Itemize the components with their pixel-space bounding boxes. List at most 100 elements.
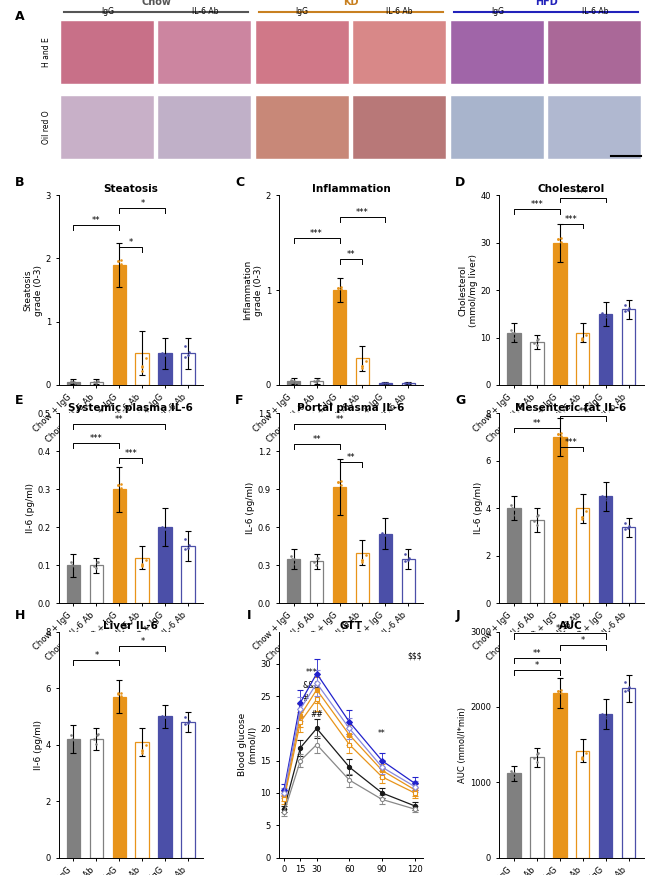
Point bbox=[623, 680, 634, 694]
Bar bbox=[530, 342, 543, 385]
Text: ***: *** bbox=[306, 668, 317, 676]
Point bbox=[116, 689, 126, 703]
Point bbox=[602, 711, 612, 725]
Point bbox=[68, 558, 79, 572]
Point bbox=[333, 281, 343, 295]
Point bbox=[162, 350, 172, 364]
Point bbox=[333, 474, 343, 488]
Text: *: * bbox=[140, 200, 144, 208]
Bar bbox=[599, 496, 612, 603]
Point bbox=[116, 477, 126, 491]
Point bbox=[157, 520, 167, 534]
Bar bbox=[451, 21, 543, 84]
Point bbox=[311, 375, 322, 389]
Bar bbox=[354, 21, 446, 84]
Text: ***: *** bbox=[90, 434, 103, 443]
Point bbox=[529, 751, 539, 765]
Point bbox=[597, 311, 608, 325]
Point bbox=[380, 376, 391, 390]
Point bbox=[556, 426, 566, 440]
Point bbox=[623, 522, 633, 536]
Point bbox=[157, 709, 167, 723]
Text: F: F bbox=[235, 395, 244, 408]
Point bbox=[70, 739, 81, 753]
Point bbox=[378, 532, 388, 546]
Text: ***: *** bbox=[576, 189, 589, 198]
Point bbox=[333, 281, 343, 295]
Text: H: H bbox=[15, 609, 25, 622]
Point bbox=[532, 508, 542, 522]
Point bbox=[600, 308, 610, 322]
Point bbox=[361, 549, 371, 563]
Y-axis label: Steatosis
grade (0-3): Steatosis grade (0-3) bbox=[23, 264, 43, 316]
Point bbox=[553, 427, 564, 441]
Point bbox=[357, 359, 367, 373]
Point bbox=[577, 752, 587, 766]
Point bbox=[137, 360, 148, 374]
Point bbox=[160, 522, 170, 536]
Point bbox=[287, 552, 297, 566]
Text: *: * bbox=[580, 636, 585, 645]
Point bbox=[112, 254, 123, 268]
Bar bbox=[530, 520, 543, 603]
Point bbox=[620, 516, 630, 530]
Text: &&&: &&& bbox=[302, 681, 320, 690]
Point bbox=[91, 737, 101, 751]
Point bbox=[602, 493, 612, 507]
Bar bbox=[402, 559, 415, 603]
Text: *: * bbox=[140, 637, 144, 646]
Point bbox=[70, 564, 81, 578]
Bar bbox=[66, 738, 81, 858]
Bar bbox=[549, 96, 641, 159]
Bar bbox=[112, 489, 126, 603]
Point bbox=[577, 333, 587, 347]
Point bbox=[597, 489, 608, 503]
Text: *: * bbox=[534, 661, 539, 669]
Text: B: B bbox=[15, 176, 25, 189]
Text: I: I bbox=[247, 609, 252, 622]
Bar bbox=[112, 696, 126, 858]
Point bbox=[93, 555, 103, 569]
Point bbox=[311, 557, 322, 571]
Point bbox=[93, 374, 103, 388]
Point bbox=[378, 376, 388, 390]
Point bbox=[286, 374, 296, 388]
Point bbox=[93, 726, 103, 740]
Point bbox=[581, 746, 592, 760]
Text: ***: *** bbox=[356, 208, 369, 217]
Bar bbox=[354, 96, 446, 159]
Point bbox=[140, 553, 151, 567]
Point bbox=[183, 348, 193, 362]
Text: **: ** bbox=[578, 407, 587, 416]
Point bbox=[553, 232, 564, 246]
Bar bbox=[159, 717, 172, 858]
Point bbox=[510, 331, 521, 345]
Text: **: ** bbox=[378, 729, 386, 738]
Text: IgG: IgG bbox=[491, 7, 504, 17]
Point bbox=[623, 301, 634, 315]
Bar bbox=[181, 546, 195, 603]
Point bbox=[91, 376, 101, 390]
Point bbox=[112, 479, 123, 493]
Text: *: * bbox=[94, 651, 99, 660]
Point bbox=[400, 375, 411, 389]
Point bbox=[577, 332, 587, 346]
Text: ***: *** bbox=[565, 438, 577, 446]
Point bbox=[136, 360, 147, 374]
Point bbox=[66, 374, 77, 388]
Bar bbox=[599, 314, 612, 385]
Bar bbox=[159, 528, 172, 603]
Title: Mesenteric fat IL-6: Mesenteric fat IL-6 bbox=[515, 402, 627, 413]
Point bbox=[380, 528, 391, 542]
Point bbox=[507, 766, 517, 780]
Bar bbox=[507, 332, 521, 385]
Text: **: ** bbox=[335, 415, 344, 424]
Point bbox=[183, 345, 194, 359]
Point bbox=[286, 550, 296, 564]
Text: G: G bbox=[455, 395, 465, 408]
Point bbox=[183, 541, 193, 555]
Bar bbox=[135, 354, 150, 385]
Bar bbox=[576, 508, 590, 603]
Bar bbox=[621, 528, 636, 603]
Y-axis label: Blood glucose
(mmol/l): Blood glucose (mmol/l) bbox=[238, 713, 257, 776]
